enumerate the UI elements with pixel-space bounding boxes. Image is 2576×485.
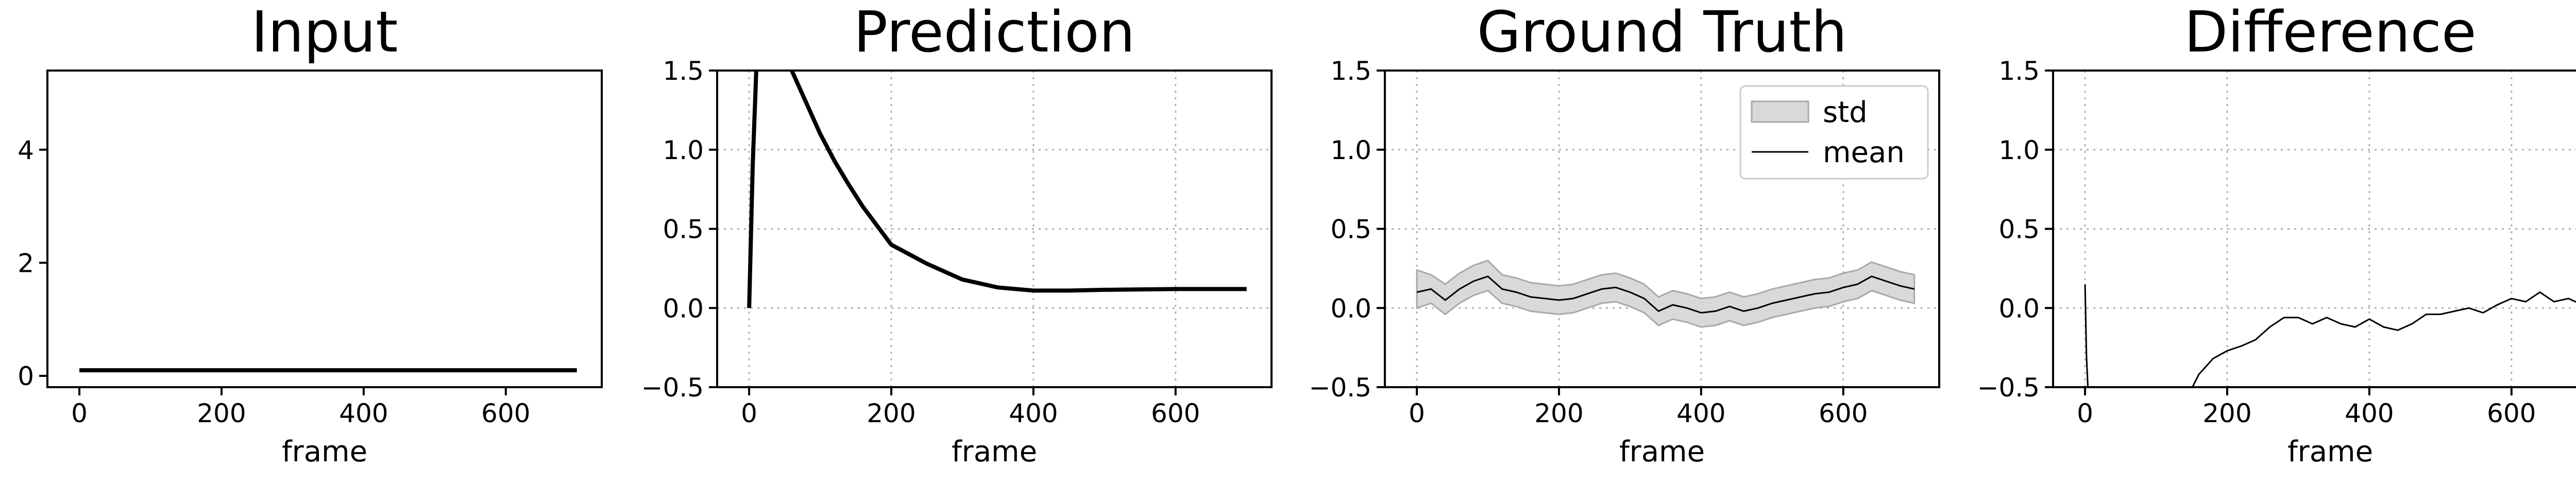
y-tick-label: 0.5 xyxy=(663,215,704,245)
x-tick-label: 600 xyxy=(1819,399,1868,428)
x-tick-label: 200 xyxy=(867,399,916,428)
plot-area xyxy=(747,71,1247,308)
x-tick-label: 0 xyxy=(741,399,757,428)
x-axis-label: frame xyxy=(952,435,1037,469)
y-tick-label: 0.5 xyxy=(1330,215,1371,245)
x-tick-label: 0 xyxy=(71,399,88,428)
x-tick-label: 200 xyxy=(1534,399,1583,428)
x-tick-label: 200 xyxy=(197,399,246,428)
series-line xyxy=(2084,284,2576,387)
panel-difference: 0 200 400 600 −0.5 0.0 0.5 1.0 1.5 frame Differenc… xyxy=(1977,0,2576,469)
y-tick-label: 0.0 xyxy=(1998,293,2040,323)
y-tick-label: −0.5 xyxy=(1977,373,2040,403)
legend: std mean xyxy=(1739,85,1929,180)
y-tick-label: 1.5 xyxy=(1330,56,1371,86)
panel-title: Difference xyxy=(2184,0,2476,65)
series-line xyxy=(747,71,1247,308)
x-axis-label: frame xyxy=(282,435,367,469)
panel-input: 0 200 400 600 0 2 4 frame Input xyxy=(18,0,603,469)
panel-ground-truth: 0 200 400 600 −0.5 0.0 0.5 1.0 1.5 frame Ground Tr… xyxy=(1309,0,1940,469)
x-tick-label: 600 xyxy=(1151,399,1200,428)
legend-std-label: std xyxy=(1823,96,1868,129)
panel-title: Input xyxy=(251,0,398,65)
y-tick-label: 1.5 xyxy=(663,56,704,86)
legend-mean-label: mean xyxy=(1823,136,1905,169)
y-tick-label: 1.0 xyxy=(1998,135,2040,165)
y-tick-label: 0.0 xyxy=(663,293,704,323)
gridlines xyxy=(717,70,1272,388)
y-tick-label: −0.5 xyxy=(641,373,704,403)
axes-frame xyxy=(46,70,603,388)
axes-frame xyxy=(716,70,1273,388)
x-tick-label: 0 xyxy=(1409,399,1425,428)
gridlines xyxy=(2053,70,2576,388)
x-tick-label: 400 xyxy=(339,399,388,428)
mean-line xyxy=(1416,275,1915,314)
y-tick-label: 0.5 xyxy=(1998,215,2040,245)
y-tick-label: 1.0 xyxy=(1330,135,1371,165)
x-tick-label: 600 xyxy=(481,399,530,428)
y-tick-label: 1.0 xyxy=(663,135,704,165)
y-tick-label: 0 xyxy=(18,361,34,391)
x-tick-label: 0 xyxy=(2077,399,2093,428)
x-tick-label: 600 xyxy=(2487,399,2536,428)
x-tick-label: 400 xyxy=(1009,399,1058,428)
plot-area xyxy=(1416,259,1916,328)
panel-prediction: 0 200 400 600 −0.5 0.0 0.5 1.0 1.5 frame Predictio… xyxy=(641,0,1273,469)
y-tick-label: 1.5 xyxy=(1998,56,2040,86)
y-tick-label: −0.5 xyxy=(1309,373,1371,403)
panel-title: Ground Truth xyxy=(1477,0,1847,65)
y-tick-label: 4 xyxy=(18,135,34,165)
plot-area xyxy=(2084,284,2576,387)
legend-std-swatch xyxy=(1751,100,1809,123)
std-band xyxy=(1416,259,1916,328)
x-tick-label: 400 xyxy=(1676,399,1725,428)
panel-title: Prediction xyxy=(854,0,1135,65)
x-tick-label: 200 xyxy=(2202,399,2251,428)
y-tick-label: 2 xyxy=(18,248,34,278)
x-tick-label: 400 xyxy=(2345,399,2394,428)
x-axis-label: frame xyxy=(1619,435,1705,469)
x-axis-label: frame xyxy=(2287,435,2373,469)
y-tick-label: 0.0 xyxy=(1330,293,1371,323)
